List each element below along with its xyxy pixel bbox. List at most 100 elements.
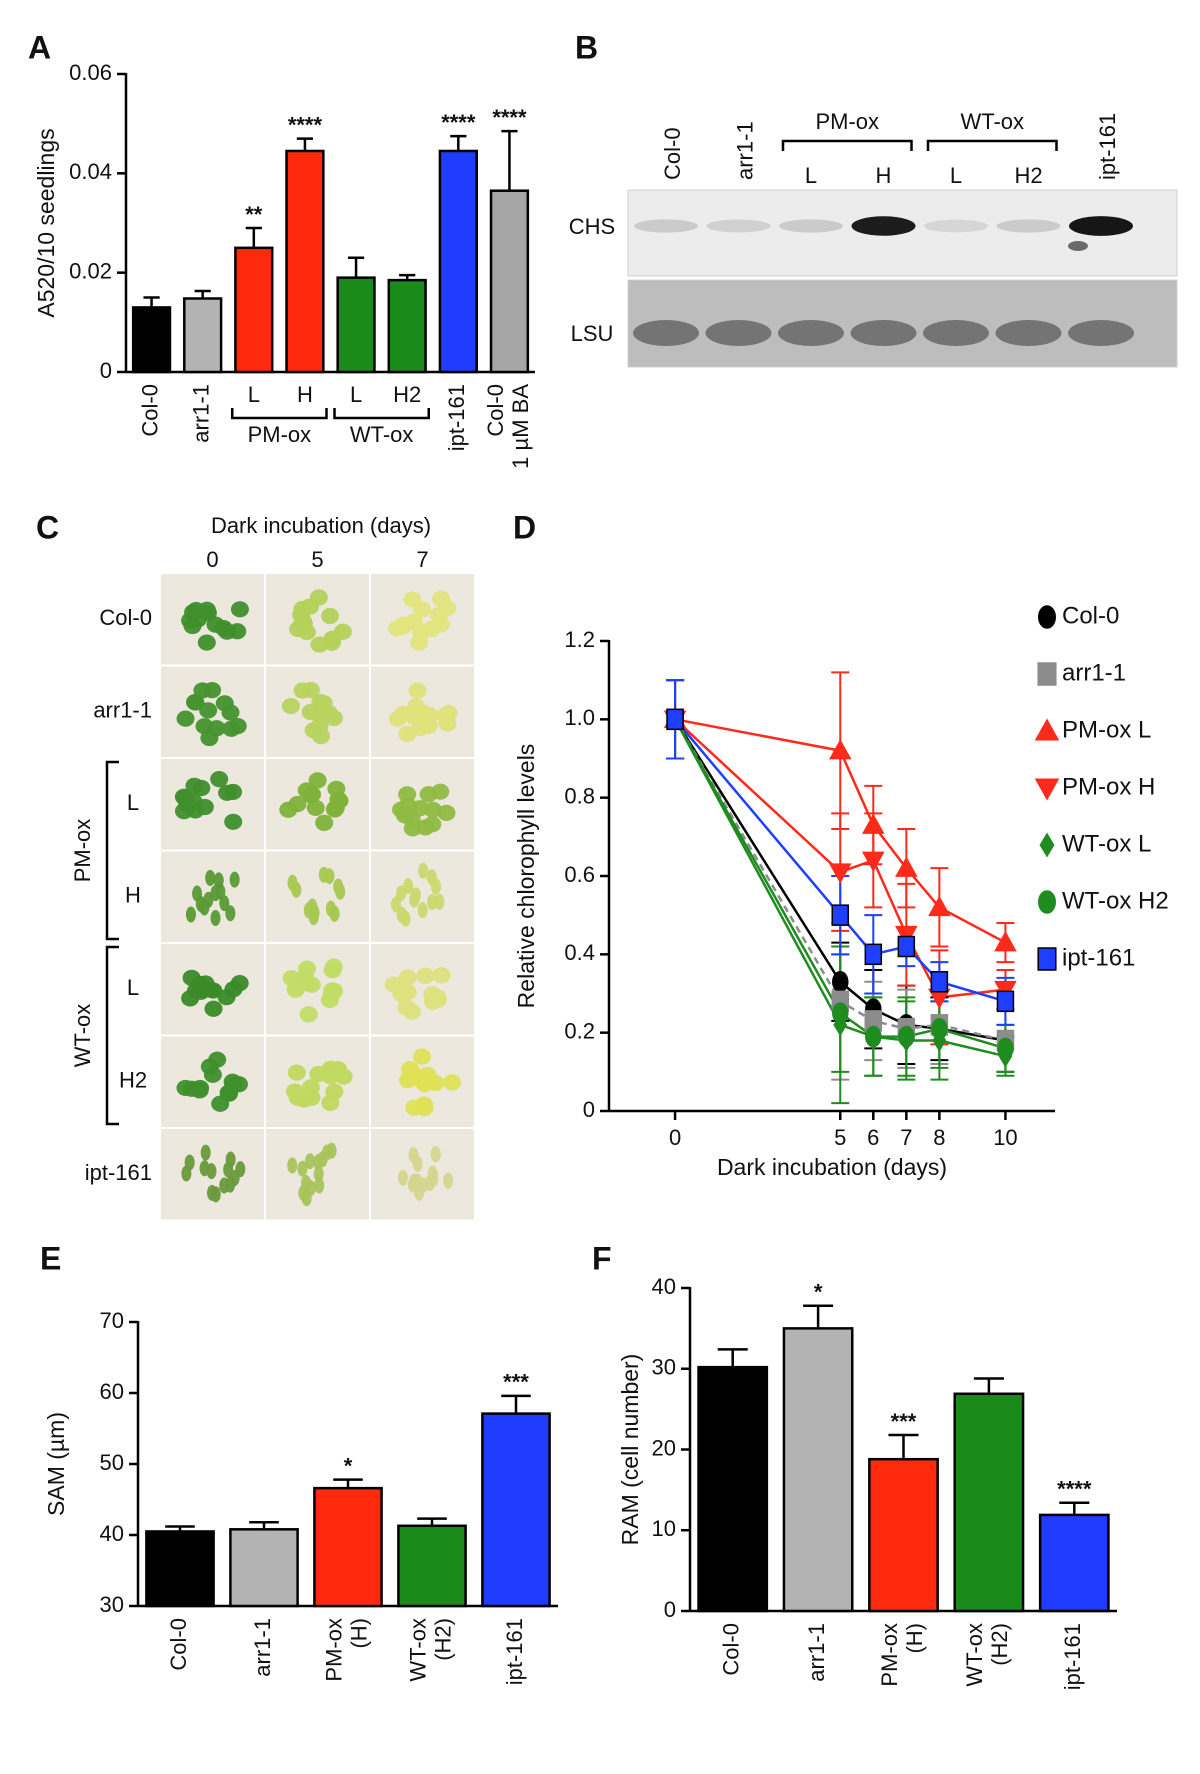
x-tick-label: 8	[933, 1125, 945, 1150]
marker	[862, 813, 885, 834]
row-label: arr1-1	[93, 698, 152, 723]
seedling	[408, 682, 427, 699]
seedling	[428, 991, 447, 1008]
bar	[782, 1327, 854, 1613]
seedling	[286, 981, 305, 998]
seedling	[394, 616, 413, 633]
x-tick-label: (H)	[902, 1623, 927, 1654]
seedling	[218, 784, 237, 801]
seedling	[230, 601, 249, 618]
seedling	[322, 1144, 333, 1161]
seedling	[182, 969, 201, 987]
seedling	[306, 799, 325, 816]
y-axis-label: RAM (cell number)	[617, 1354, 643, 1546]
bar	[183, 297, 223, 374]
panel-letter: F	[592, 1240, 612, 1276]
seedling	[293, 600, 312, 618]
bar	[229, 1528, 299, 1608]
seedling	[431, 783, 450, 800]
seedling	[206, 1163, 217, 1180]
error-bar	[450, 134, 467, 151]
seedling	[291, 881, 302, 898]
seedling	[418, 862, 429, 879]
column-label: ipt-161	[1095, 113, 1120, 180]
seedling	[430, 1146, 441, 1163]
panel-letter: B	[575, 29, 598, 65]
seedling	[287, 1157, 298, 1174]
y-tick-label: 0	[664, 1597, 676, 1622]
error-bar	[245, 226, 262, 248]
bar	[1038, 1513, 1110, 1613]
y-tick-label: 30	[652, 1355, 676, 1380]
blot-band	[850, 320, 917, 346]
error-bar	[399, 273, 416, 281]
seedling	[197, 634, 216, 651]
seedling	[229, 1076, 248, 1093]
legend-label: PM-ox L	[1062, 716, 1151, 743]
x-tick-label: arr1-1	[250, 1618, 275, 1677]
seedling	[398, 984, 417, 1001]
y-tick-label: 40	[100, 1521, 124, 1546]
row-label: L	[127, 975, 139, 1000]
error-bar	[296, 137, 314, 151]
seedling	[219, 895, 230, 912]
seedling	[299, 1006, 318, 1023]
significance-label: *	[814, 1280, 823, 1305]
seedling	[225, 905, 236, 922]
y-tick-label: 1.0	[564, 705, 595, 730]
seedling	[392, 801, 411, 818]
error-bar	[1059, 1501, 1090, 1515]
error-bar	[194, 289, 211, 299]
seedling	[323, 962, 342, 979]
y-tick-label: 50	[100, 1450, 124, 1475]
blot-band	[1069, 216, 1133, 236]
marker	[828, 863, 852, 884]
bar	[489, 189, 530, 374]
y-tick-label: 20	[652, 1435, 676, 1460]
seedling	[443, 1074, 462, 1091]
group-bracket	[333, 408, 430, 420]
x-tick-label: 5	[834, 1125, 846, 1150]
seedling	[303, 902, 314, 919]
marker	[865, 1025, 882, 1048]
group-label: WT-ox	[70, 1004, 95, 1068]
marker	[897, 935, 916, 958]
marker	[930, 971, 949, 993]
blot-band	[924, 219, 988, 233]
row-label: H	[125, 883, 141, 908]
seedling	[314, 1177, 325, 1194]
legend-label: WT-ox L	[1062, 830, 1151, 857]
seedling	[207, 1184, 218, 1201]
seedling	[225, 1151, 236, 1168]
seedling	[333, 623, 352, 640]
seedling	[185, 693, 204, 711]
bar	[868, 1457, 939, 1613]
x-tick-label: arr1-1	[804, 1623, 829, 1682]
y-tick-label: 0.2	[564, 1018, 595, 1043]
marker	[931, 1018, 948, 1040]
seedling	[192, 885, 203, 902]
seedling	[297, 1160, 308, 1177]
bar	[285, 149, 325, 374]
seedling	[303, 786, 322, 803]
blot-band	[705, 320, 772, 346]
x-tick-label: L	[248, 382, 260, 407]
seedling	[397, 1169, 408, 1186]
seedling	[279, 801, 298, 818]
seedling	[176, 710, 195, 727]
x-tick-label: H	[297, 382, 313, 407]
error-bar	[501, 1394, 531, 1414]
seedling	[321, 607, 340, 625]
legend-marker	[1038, 890, 1056, 914]
y-tick-label: 1.2	[564, 627, 595, 652]
marker	[994, 980, 1017, 1002]
column-label: L	[950, 163, 962, 188]
x-tick-label: (H)	[346, 1618, 371, 1649]
seedling	[418, 1074, 437, 1091]
seedling	[426, 869, 437, 886]
seedling	[335, 883, 346, 900]
seedling	[229, 871, 240, 888]
y-tick-label: 0.06	[69, 60, 112, 85]
seedling	[298, 1184, 309, 1201]
x-tick-label: ipt-161	[1060, 1623, 1085, 1690]
